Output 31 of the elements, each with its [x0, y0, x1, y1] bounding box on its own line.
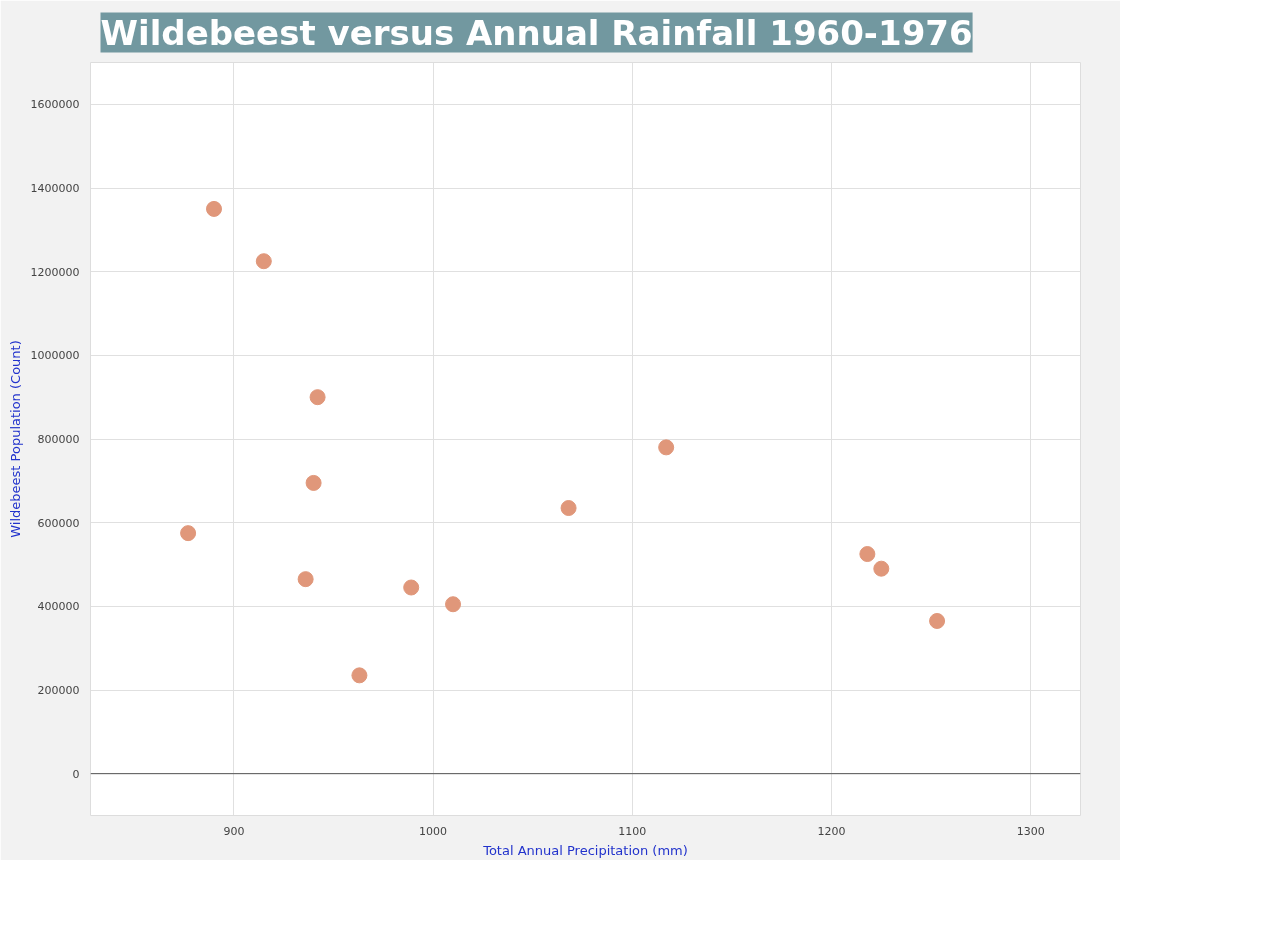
point	[859, 546, 876, 563]
y-axis-title: Wildebeest Population (Count)	[7, 340, 23, 538]
y-tick-label: 800000	[37, 433, 80, 446]
point	[309, 389, 326, 406]
x-tick-label: 900	[223, 824, 245, 838]
chart-title: Wildebeest versus Annual Rainfall 1960-1976	[100, 12, 973, 53]
point	[873, 560, 890, 577]
y-tick-label: 1200000	[30, 265, 80, 279]
y-tick-label: 1400000	[30, 182, 80, 195]
point	[658, 439, 675, 456]
y-tick-label: 1600000	[30, 98, 80, 112]
y-tick-label: 200000	[37, 684, 80, 697]
point	[255, 253, 272, 270]
point	[180, 525, 197, 542]
point	[560, 500, 577, 517]
x-tick-label: 1300	[1016, 824, 1045, 838]
point	[929, 612, 946, 629]
point	[351, 667, 368, 684]
point	[297, 571, 314, 588]
x-tick-label: 1200	[817, 824, 846, 838]
point	[403, 579, 420, 596]
y-tick-label: 0	[72, 767, 80, 781]
y-tick-label: 1000000	[30, 349, 80, 363]
x-axis-title: Total Annual Precipitation (mm)	[482, 842, 688, 858]
point	[305, 474, 322, 491]
point	[206, 200, 222, 217]
y-tick-label: 400000	[37, 600, 80, 614]
y-tick-label: 600000	[37, 516, 80, 530]
point	[445, 596, 462, 613]
x-tick-label: 1000	[419, 824, 448, 838]
x-tick-label: 1100	[618, 824, 647, 838]
